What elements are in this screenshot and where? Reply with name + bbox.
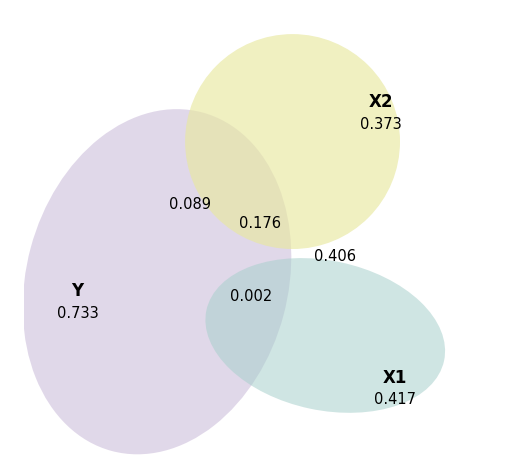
Text: X2: X2 [369,93,393,111]
Text: X1: X1 [383,368,407,386]
Ellipse shape [23,109,291,454]
Text: 0.417: 0.417 [374,392,416,407]
Ellipse shape [185,34,400,249]
Text: 0.089: 0.089 [169,197,211,212]
Text: 0.733: 0.733 [57,306,98,321]
Text: 0.176: 0.176 [239,216,281,231]
Text: 0.002: 0.002 [230,289,272,304]
Text: 0.406: 0.406 [314,249,355,264]
Text: Y: Y [72,282,83,300]
Ellipse shape [205,258,445,413]
Text: 0.373: 0.373 [360,117,402,132]
